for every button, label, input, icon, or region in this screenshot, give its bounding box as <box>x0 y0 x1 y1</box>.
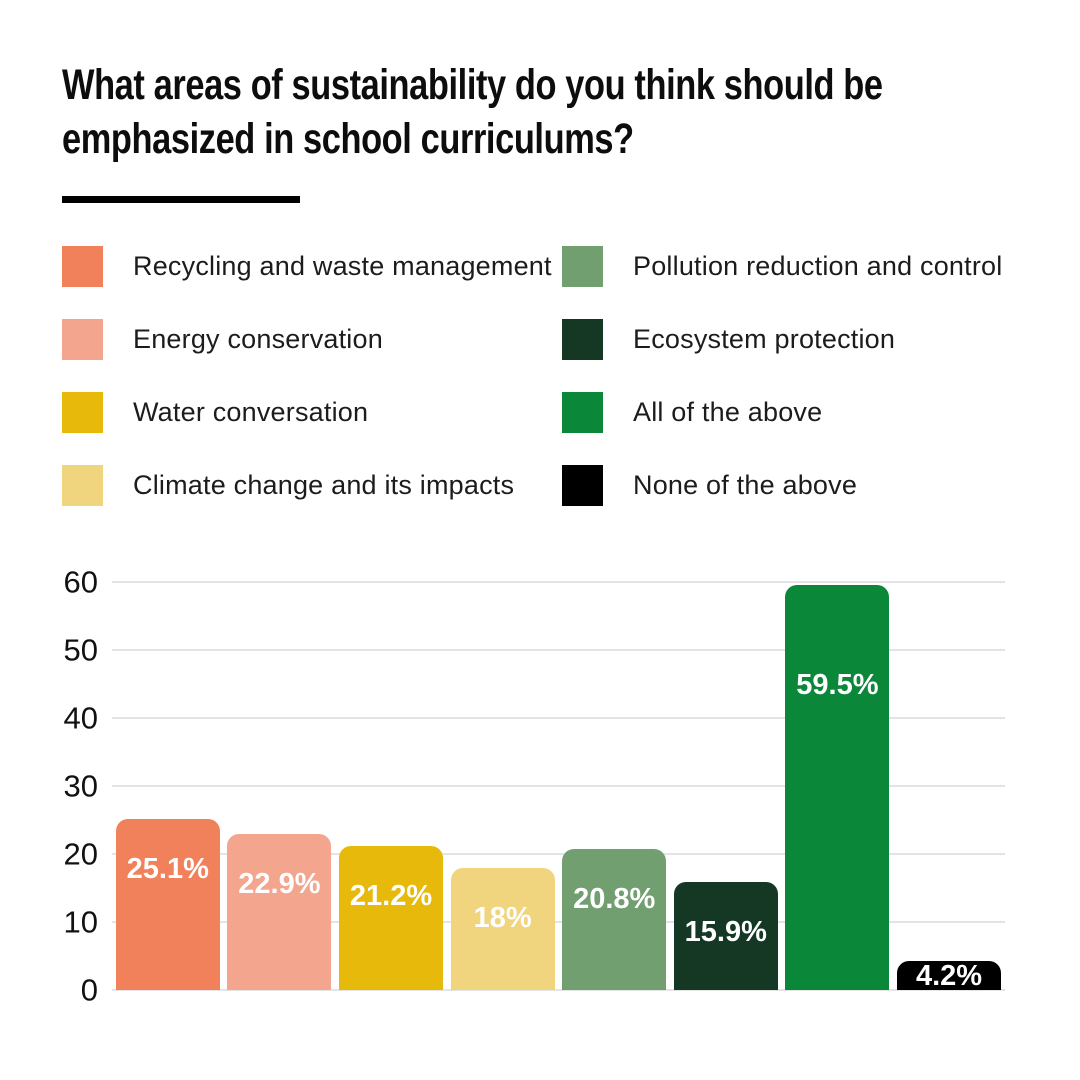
bar-chart: 0 10 20 30 40 50 60 25.1% 22.9% 21.2% 18% 20.8% 15.9… <box>0 540 1080 1080</box>
bar-value-label: 59.5% <box>796 669 879 702</box>
gridline <box>112 785 1005 787</box>
bar-value-label: 4.2% <box>915 959 983 992</box>
bar-value-label: 20.8% <box>573 882 656 915</box>
title-underline <box>62 196 300 203</box>
gridline <box>112 581 1005 583</box>
bar-8: 4.2% <box>897 959 1001 992</box>
chart-legend: Recycling and waste management Energy con… <box>62 246 1018 506</box>
legend-item: All of the above <box>562 392 1018 433</box>
legend-item: Energy conservation <box>62 319 562 360</box>
legend-swatch <box>562 392 603 433</box>
legend-swatch <box>62 465 103 506</box>
bar-2: 22.9% <box>227 834 332 990</box>
bar-1: 25.1% <box>115 819 220 990</box>
legend-swatch <box>562 465 603 506</box>
legend-item: Climate change and its impacts <box>62 465 562 506</box>
legend-item-label: None of the above <box>633 470 858 500</box>
legend-swatch <box>62 246 103 287</box>
y-axis-tick-label: 10 <box>63 904 98 940</box>
legend-item-label: Energy conservation <box>133 324 383 354</box>
legend-swatch <box>562 319 603 360</box>
bar-value-label: 22.9% <box>238 868 321 901</box>
legend-item: Water conversation <box>62 392 562 433</box>
gridline <box>112 717 1005 719</box>
legend-swatch <box>62 392 103 433</box>
legend-item-label: Climate change and its impacts <box>133 470 515 500</box>
y-axis-tick-label: 30 <box>63 768 98 804</box>
page-title-line-1: What areas of sustainability do you thin… <box>62 61 883 109</box>
bar-3: 21.2% <box>339 845 443 990</box>
legend-swatch <box>562 246 603 287</box>
y-axis-tick-label: 60 <box>63 564 98 600</box>
bar-value-label: 18% <box>473 901 532 934</box>
gridline <box>112 921 1005 923</box>
bar-value-label: 25.1% <box>126 853 209 886</box>
gridline <box>112 853 1005 855</box>
legend-item-label: All of the above <box>633 397 823 427</box>
legend-item-label: Recycling and waste management <box>133 251 552 281</box>
page-title: What areas of sustainability do you thin… <box>62 58 883 166</box>
legend-item-label: Water conversation <box>133 397 369 427</box>
legend-item: Recycling and waste management <box>62 246 562 287</box>
bar-7: 59.5% <box>785 585 890 990</box>
gridline <box>112 989 1005 991</box>
bar-5: 20.8% <box>562 848 667 990</box>
legend-item: Pollution reduction and control <box>562 246 1018 287</box>
y-axis-tick-label: 20 <box>63 836 98 872</box>
bar-value-label: 21.2% <box>349 879 433 912</box>
y-axis-tick-label: 40 <box>63 700 98 736</box>
legend-item-label: Pollution reduction and control <box>633 251 1003 281</box>
legend-item: Ecosystem protection <box>562 319 1018 360</box>
gridline <box>112 649 1005 651</box>
bar-value-label: 15.9% <box>684 915 767 948</box>
y-axis-tick-label: 50 <box>63 632 98 668</box>
legend-item: None of the above <box>562 465 1018 506</box>
bar-6: 15.9% <box>673 881 778 990</box>
y-axis-tick-label: 0 <box>80 972 98 1008</box>
bar-4: 18% <box>450 867 555 990</box>
legend-swatch <box>62 319 103 360</box>
legend-item-label: Ecosystem protection <box>633 324 896 354</box>
page-title-line-2: emphasized in school curriculums? <box>62 115 634 163</box>
